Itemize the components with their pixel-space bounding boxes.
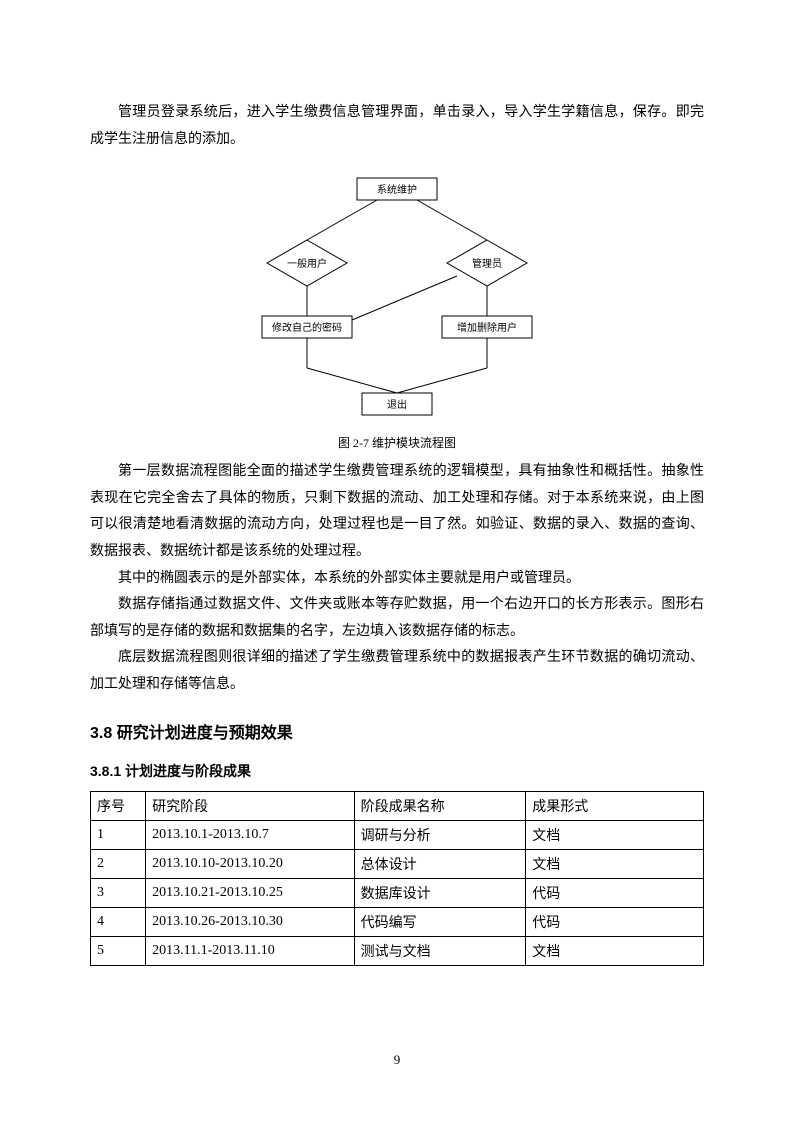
node-top: 系统维护 [377, 183, 417, 196]
table-cell: 2 [91, 849, 146, 878]
body-paragraph-2: 第一层数据流程图能全面的描述学生缴费管理系统的逻辑模型，具有抽象性和概括性。抽象… [90, 459, 704, 565]
plan-table: 序号 研究阶段 阶段成果名称 成果形式 1 2013.10.1-2013.10.… [90, 791, 704, 966]
table-row: 2 2013.10.10-2013.10.20 总体设计 文档 [91, 849, 704, 878]
diagram-caption: 图 2-7 维护模块流程图 [338, 434, 456, 451]
table-cell: 代码编写 [354, 907, 526, 936]
table-cell: 1 [91, 820, 146, 849]
table-header-cell: 成果形式 [526, 791, 704, 820]
table-header-cell: 研究阶段 [146, 791, 354, 820]
flowchart-svg: 系统维护 一般用户 管理员 修改自己的密码 增加删除用户 退出 [227, 168, 567, 428]
table-cell: 文档 [526, 849, 704, 878]
table-cell: 调研与分析 [354, 820, 526, 849]
table-cell: 测试与文档 [354, 936, 526, 965]
table-row: 3 2013.10.21-2013.10.25 数据库设计 代码 [91, 878, 704, 907]
body-paragraph-4: 数据存储指通过数据文件、文件夹或账本等存贮数据，用一个右边开口的长方形表示。图形… [90, 592, 704, 645]
table-header-cell: 阶段成果名称 [354, 791, 526, 820]
table-header-row: 序号 研究阶段 阶段成果名称 成果形式 [91, 791, 704, 820]
node-left-box: 修改自己的密码 [272, 321, 342, 334]
table-cell: 2013.10.1-2013.10.7 [146, 820, 354, 849]
table-row: 5 2013.11.1-2013.11.10 测试与文档 文档 [91, 936, 704, 965]
table-cell: 5 [91, 936, 146, 965]
table-cell: 3 [91, 878, 146, 907]
node-right-diamond: 管理员 [472, 257, 502, 270]
table-row: 1 2013.10.1-2013.10.7 调研与分析 文档 [91, 820, 704, 849]
table-cell: 4 [91, 907, 146, 936]
table-row: 4 2013.10.26-2013.10.30 代码编写 代码 [91, 907, 704, 936]
heading-3-8-1: 3.8.1 计划进度与阶段成果 [90, 761, 704, 781]
node-right-box: 增加删除用户 [457, 321, 517, 334]
table-cell: 2013.10.10-2013.10.20 [146, 849, 354, 878]
node-left-diamond: 一般用户 [287, 257, 327, 270]
table-cell: 代码 [526, 878, 704, 907]
flowchart-container: 系统维护 一般用户 管理员 修改自己的密码 增加删除用户 退出 图 2-7 维护… [90, 168, 704, 451]
body-paragraph-3: 其中的椭圆表示的是外部实体，本系统的外部实体主要就是用户或管理员。 [90, 566, 704, 593]
table-cell: 文档 [526, 936, 704, 965]
table-cell: 文档 [526, 820, 704, 849]
table-cell: 2013.10.26-2013.10.30 [146, 907, 354, 936]
table-cell: 数据库设计 [354, 878, 526, 907]
table-cell: 代码 [526, 907, 704, 936]
body-paragraph-5: 底层数据流程图则很详细的描述了学生缴费管理系统中的数据报表产生环节数据的确切流动… [90, 645, 704, 698]
table-header-cell: 序号 [91, 791, 146, 820]
table-cell: 2013.11.1-2013.11.10 [146, 936, 354, 965]
table-cell: 2013.10.21-2013.10.25 [146, 878, 354, 907]
page-number: 9 [0, 1052, 794, 1068]
table-cell: 总体设计 [354, 849, 526, 878]
heading-3-8: 3.8 研究计划进度与预期效果 [90, 719, 704, 743]
node-bottom: 退出 [387, 398, 407, 411]
intro-paragraph-1: 管理员登录系统后，进入学生缴费信息管理界面，单击录入，导入学生学籍信息，保存。即… [90, 100, 704, 153]
